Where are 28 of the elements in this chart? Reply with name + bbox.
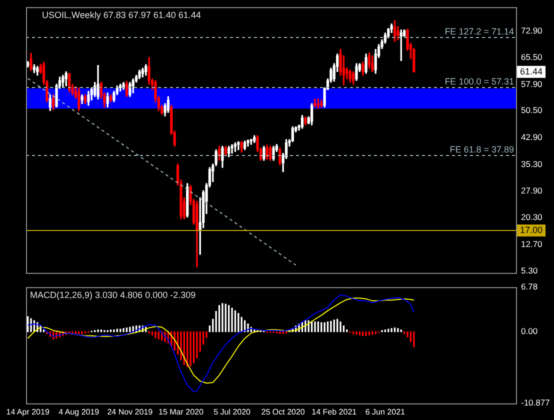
- x-tick-label: 6 Jun 2021: [365, 407, 406, 416]
- y-tick-label: 0.00: [521, 326, 538, 336]
- x-tick-label: 4 Aug 2019: [58, 407, 100, 416]
- y-tick-label: 20.30: [521, 212, 543, 222]
- x-tick-label: 5 Jul 2020: [214, 407, 252, 416]
- annotation: 61.44: [520, 66, 543, 76]
- ref-line-label: FE 127.2 = 71.14: [444, 26, 514, 36]
- y-tick-label: 42.90: [521, 132, 543, 142]
- y-tick-label: 35.30: [521, 159, 543, 170]
- y-tick-label: 50.50: [521, 105, 543, 116]
- x-tick-label: 14 Feb 2021: [312, 407, 358, 416]
- y-tick-label: 5.30: [521, 265, 538, 276]
- x-tick-label: 15 Mar 2020: [158, 407, 204, 416]
- x-tick-label: 14 Apr 2019: [6, 407, 50, 416]
- y-tick-label: 12.70: [521, 239, 543, 250]
- y-tick-label: -10.877: [521, 398, 550, 408]
- ref-line-label: FE 61.8 = 37.89: [450, 144, 514, 154]
- ref-line-label: 17.00: [520, 224, 543, 235]
- y-tick-label: 6.78: [521, 281, 538, 292]
- y-tick-label: 65.50: [521, 52, 543, 62]
- y-tick-label: 72.90: [521, 26, 543, 36]
- y-tick-label: 27.90: [521, 185, 543, 196]
- y-tick-label: 57.90: [521, 78, 543, 89]
- chart-title: MACD(12,26,9) 3.030 4.806 0.000 -2.309: [30, 290, 196, 300]
- ref-line-label: FE 100.0 = 57.31: [444, 76, 514, 86]
- x-tick-label: 24 Nov 2019: [107, 407, 154, 416]
- x-tick-label: 25 Oct 2020: [261, 407, 306, 416]
- chart-title: USOIL,Weekly 67.83 67.97 61.40 61.44: [42, 10, 201, 20]
